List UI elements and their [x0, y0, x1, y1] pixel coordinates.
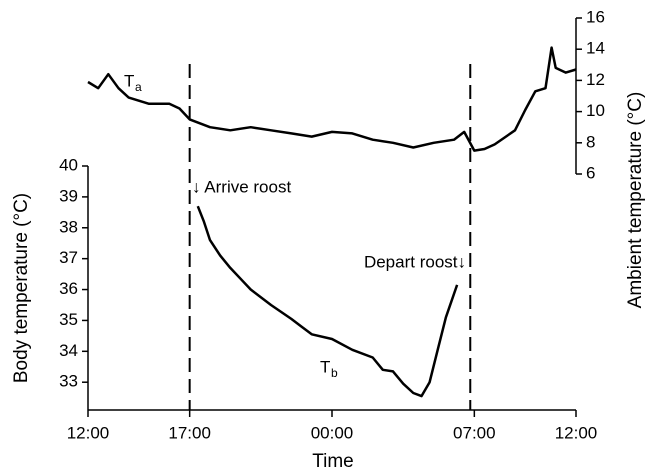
series-label-main: T: [124, 71, 134, 90]
y2-tick-label: 12: [586, 70, 605, 89]
data-line: [87, 46, 577, 152]
y-axis-label: Body temperature (°C): [11, 193, 32, 383]
y2-tick-label: 8: [586, 132, 595, 151]
y-tick-label: 39: [59, 186, 78, 205]
x-tick-label: 07:00: [453, 423, 496, 442]
y-tick-label: 38: [59, 217, 78, 236]
x-tick-label: 00:00: [311, 423, 354, 442]
y-tick-label: 36: [59, 279, 78, 298]
annotation: ↓ Arrive roost: [192, 177, 291, 196]
y2-tick-label: 14: [586, 39, 605, 58]
series-label-sub: a: [135, 80, 142, 94]
x-tick-label: 17:00: [168, 423, 211, 442]
y-tick-label: 34: [59, 341, 78, 360]
x-tick-label: 12:00: [67, 423, 110, 442]
series-label-sub: b: [331, 366, 338, 380]
y2-tick-label: 16: [586, 7, 605, 26]
y2-axis-label: Ambient temperature (°C): [625, 92, 646, 309]
series-label-main: T: [320, 357, 330, 376]
y2-tick-label: 6: [586, 163, 595, 182]
y-tick-label: 35: [59, 310, 78, 329]
y-tick-label: 33: [59, 372, 78, 391]
y-tick-label: 37: [59, 248, 78, 267]
x-tick-label: 12:00: [555, 423, 598, 442]
data-line: [196, 205, 459, 398]
x-axis-label: Time: [312, 451, 354, 472]
y-tick-label: 40: [59, 155, 78, 174]
annotation: Depart roost↓: [364, 252, 466, 271]
y2-tick-label: 10: [586, 101, 605, 120]
